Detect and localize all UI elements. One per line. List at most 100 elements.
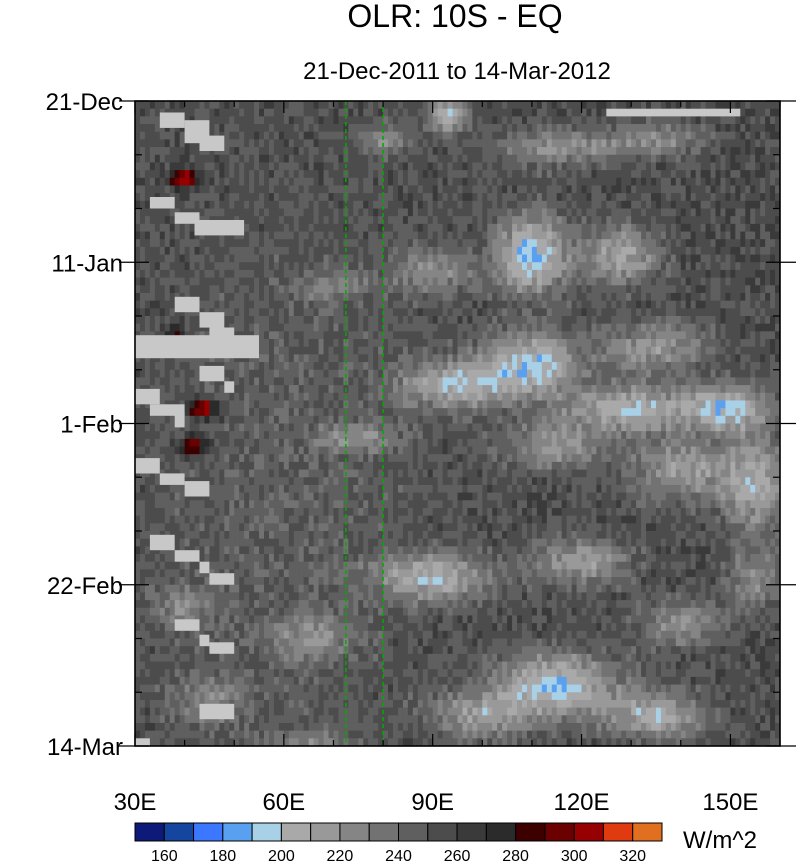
olr-cell [358, 377, 364, 386]
olr-cell [512, 369, 518, 379]
olr-cell [348, 292, 354, 302]
olr-cell [497, 377, 503, 386]
olr-cell [601, 231, 607, 240]
olr-cell [675, 124, 682, 133]
olr-cell [601, 216, 607, 225]
olr-cell [254, 185, 260, 194]
olr-cell [457, 308, 464, 317]
olr-cell [184, 385, 191, 394]
olr-cell [348, 101, 354, 110]
olr-cell [561, 147, 568, 156]
olr-cell [750, 285, 756, 294]
olr-cell [616, 377, 622, 386]
olr-cell [407, 162, 414, 171]
olr-cell [675, 147, 682, 156]
olr-cell [760, 262, 766, 271]
olr-cell [606, 246, 612, 256]
olr-cell [715, 200, 722, 210]
olr-cell [616, 316, 622, 325]
olr-cell [427, 193, 434, 202]
olr-cell [477, 377, 483, 386]
olr-cell [581, 131, 588, 140]
olr-cell [437, 208, 444, 217]
olr-cell [775, 208, 780, 217]
olr-cell [551, 131, 558, 140]
olr-cell [675, 339, 682, 348]
olr-cell [437, 346, 444, 355]
olr-cell [383, 331, 389, 340]
olr-cell [288, 331, 295, 340]
olr-cell [705, 170, 712, 179]
olr-cell [149, 223, 156, 233]
olr-cell [541, 139, 548, 148]
olr-cell [606, 323, 612, 332]
olr-cell [482, 200, 488, 210]
olr-cell [675, 101, 682, 110]
olr-cell [502, 362, 508, 371]
olr-cell [522, 369, 528, 379]
olr-cell [368, 193, 374, 202]
olr-cell [745, 216, 751, 225]
olr-cell [670, 116, 677, 125]
olr-cell [318, 200, 325, 210]
olr-cell [611, 385, 617, 394]
olr-cell [348, 369, 354, 379]
olr-cell [209, 147, 215, 156]
olr-cell [412, 246, 419, 256]
olr-cell [551, 208, 558, 217]
olr-cell [665, 231, 672, 240]
olr-cell [502, 316, 508, 325]
olr-cell [427, 292, 434, 302]
olr-cell [432, 177, 439, 187]
olr-cell [234, 316, 240, 325]
olr-cell [358, 269, 364, 279]
olr-cell [234, 147, 240, 156]
olr-cell [318, 316, 325, 325]
olr-cell [536, 346, 543, 355]
olr-cell [393, 239, 399, 248]
olr-cell [517, 377, 523, 386]
olr-cell [531, 170, 538, 179]
olr-cell [373, 331, 379, 340]
olr-cell [169, 124, 176, 133]
olr-cell [308, 346, 315, 355]
olr-cell [512, 269, 518, 279]
olr-cell [621, 362, 627, 371]
olr-cell [442, 116, 449, 125]
olr-cell [427, 269, 434, 279]
olr-cell [268, 316, 275, 325]
olr-cell [745, 300, 751, 309]
olr-cell [323, 154, 330, 164]
olr-cell [750, 377, 756, 386]
olr-cell [348, 362, 354, 371]
olr-cell [586, 154, 593, 164]
olr-cell [531, 239, 538, 248]
olr-cell [333, 147, 340, 156]
olr-cell [427, 339, 434, 348]
olr-cell [586, 139, 593, 148]
olr-cell [556, 346, 563, 355]
olr-cell [551, 308, 558, 317]
olr-cell [402, 277, 409, 286]
olr-cell [526, 162, 533, 171]
olr-cell [725, 339, 731, 348]
olr-cell [710, 308, 717, 317]
olr-cell [457, 262, 464, 271]
olr-cell [770, 131, 776, 140]
olr-cell [373, 254, 379, 263]
olr-cell [412, 139, 419, 148]
olr-cell [412, 292, 419, 302]
olr-cell [432, 223, 439, 233]
olr-cell [690, 231, 697, 240]
olr-cell [308, 331, 315, 340]
olr-cell [551, 369, 558, 379]
olr-cell [626, 292, 632, 302]
olr-cell [601, 377, 607, 386]
olr-cell [591, 285, 598, 294]
olr-cell [264, 339, 270, 348]
olr-cell [512, 346, 518, 355]
olr-cell [492, 177, 498, 187]
olr-cell [482, 292, 488, 302]
olr-cell [144, 354, 151, 363]
olr-cell [715, 354, 722, 363]
